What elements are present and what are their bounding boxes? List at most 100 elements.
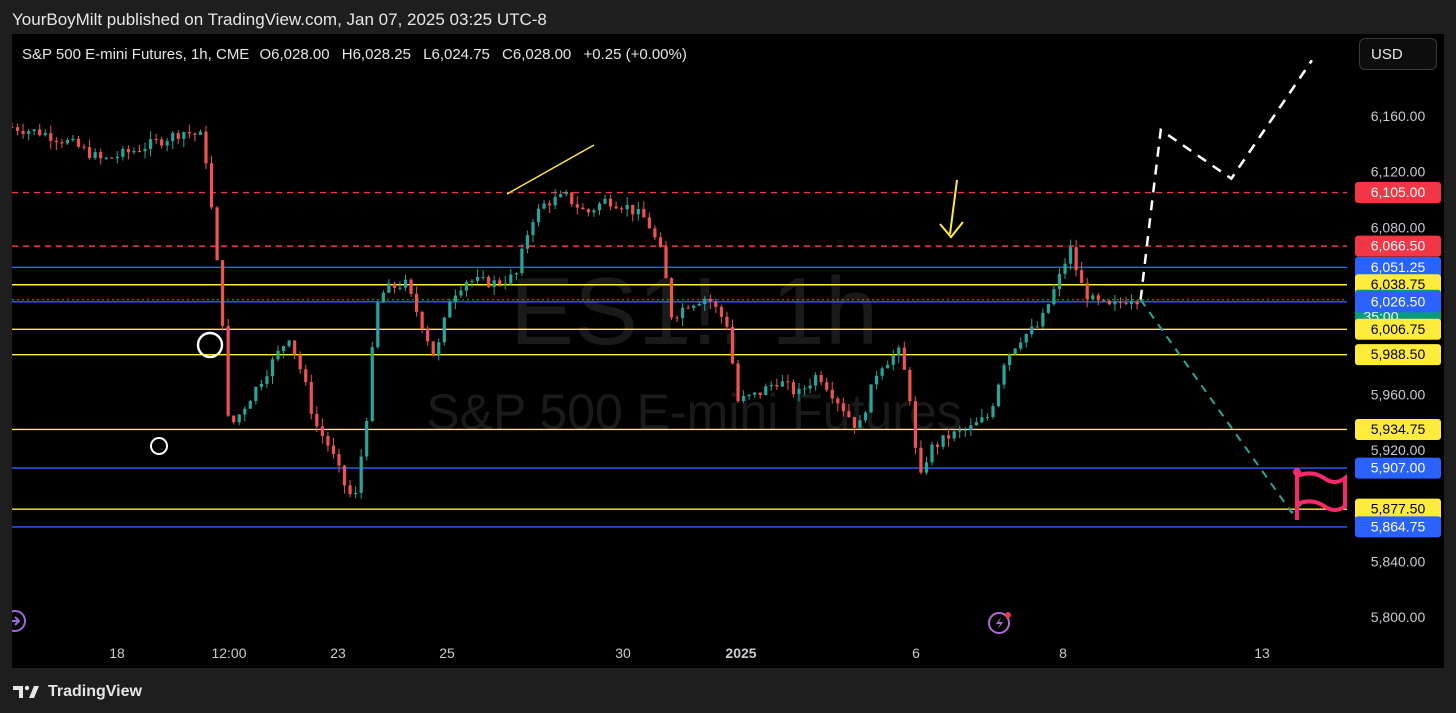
y-tick-label: 5,960.00: [1371, 386, 1426, 402]
price-label-text: 5,988.50: [1371, 346, 1426, 362]
candle-body: [259, 383, 264, 387]
x-tick-label: 8: [1059, 645, 1067, 661]
change-value: +0.25 (+0.00%): [583, 46, 687, 63]
tradingview-logo-icon: [13, 685, 39, 698]
close-value: 6,028.00: [512, 46, 572, 63]
candle-body: [741, 396, 746, 402]
candle-body: [542, 203, 546, 209]
candle-body: [658, 237, 663, 247]
candle-body: [985, 416, 990, 418]
candle-body: [209, 163, 214, 208]
candle-body: [586, 209, 590, 213]
candle-body: [669, 278, 674, 318]
x-tick-label: 23: [330, 645, 346, 661]
candle-body: [448, 302, 452, 318]
candle-body: [1008, 354, 1012, 366]
candle-body: [514, 273, 518, 275]
price-label-box[interactable]: [1355, 498, 1441, 520]
price-chart[interactable]: ES1!, 1h S&P 500 E-mini Futures 6,160.00 6…: [12, 34, 1444, 668]
price-label-box[interactable]: [1355, 516, 1441, 538]
price-label-text: 5,864.75: [1371, 518, 1426, 534]
projection-up-path[interactable]: [1139, 59, 1313, 300]
flag-icon[interactable]: [1295, 471, 1347, 512]
candle-body: [193, 133, 197, 135]
price-label-text: 6,066.50: [1371, 238, 1426, 254]
go-to-realtime-icon[interactable]: [12, 608, 28, 634]
candle-body: [1063, 263, 1067, 275]
candle-body: [1024, 334, 1028, 343]
price-label-box[interactable]: [1355, 256, 1441, 278]
candle-body: [487, 276, 491, 287]
candle-body: [104, 157, 108, 159]
candle-body: [780, 381, 784, 387]
candle-body: [270, 359, 275, 377]
alert-clock-icon[interactable]: [986, 608, 1014, 636]
high-circle-marker[interactable]: [196, 331, 224, 359]
candle-body: [830, 389, 834, 399]
candle-body: [182, 132, 186, 139]
candle-body: [359, 456, 363, 493]
candle-body: [996, 384, 1001, 407]
candle-body: [21, 131, 25, 134]
candle-body: [387, 283, 391, 293]
candle-body: [1019, 342, 1023, 349]
currency-button[interactable]: USD: [1359, 38, 1437, 70]
price-label-box[interactable]: [1355, 182, 1441, 204]
price-label-box[interactable]: [1355, 318, 1441, 340]
price-label-box[interactable]: [1355, 418, 1441, 440]
candle-body: [509, 274, 513, 284]
candle-body: [886, 364, 890, 369]
chart-panel[interactable]: ES1!, 1h S&P 500 E-mini Futures 6,160.00 6…: [12, 34, 1444, 668]
candle-body: [331, 445, 336, 455]
candle-body: [32, 129, 36, 132]
candle-body: [437, 342, 441, 356]
candle-body: [1124, 302, 1128, 304]
projection-down-path[interactable]: [1139, 299, 1308, 515]
candle-body: [49, 133, 53, 141]
candle-body: [38, 129, 42, 136]
candle-body: [293, 340, 297, 355]
candle-body: [365, 421, 369, 457]
candle-body: [304, 369, 308, 383]
candle-body: [12, 127, 14, 129]
candle-body: [154, 139, 158, 141]
low-value: 6,024.75: [431, 46, 490, 63]
candle-body: [603, 198, 607, 204]
price-label-text: 5,877.50: [1371, 501, 1426, 517]
candle-body: [597, 203, 602, 211]
low-circle-marker[interactable]: [150, 437, 168, 455]
candle-body: [348, 485, 352, 495]
candle-body: [99, 152, 103, 159]
price-label-box[interactable]: [1355, 457, 1441, 479]
price-label-box[interactable]: [1355, 344, 1441, 366]
candle-body: [786, 381, 790, 383]
candle-body: [520, 248, 524, 274]
open-key: O: [259, 46, 272, 63]
candle-body: [492, 280, 496, 287]
trendline-annotation[interactable]: [506, 144, 595, 195]
candle-body: [797, 388, 801, 395]
candle-body: [764, 386, 768, 396]
candle-body: [431, 341, 435, 356]
candle-body: [1030, 326, 1034, 335]
arrow-down-head[interactable]: [939, 221, 964, 239]
candle-body: [536, 208, 541, 223]
price-label-text: 6,051.25: [1371, 259, 1426, 275]
candle-body: [1091, 295, 1095, 300]
candle-body: [924, 462, 929, 473]
candle-body: [342, 465, 347, 486]
ohlc-legend: S&P 500 E-mini Futures, 1h, CME O6,028.0…: [22, 46, 695, 63]
candle-body: [93, 152, 97, 158]
candle-body: [65, 140, 70, 144]
candle-body: [625, 204, 629, 210]
price-label-box[interactable]: [1355, 235, 1441, 257]
candle-body: [620, 208, 624, 210]
candle-body: [758, 392, 762, 396]
watermark-symbol: ES1!, 1h: [510, 258, 878, 365]
candle-body: [941, 435, 945, 447]
candle-body: [686, 307, 690, 309]
candle-body: [697, 304, 701, 306]
price-label-box[interactable]: [1355, 291, 1441, 313]
arrow-down-shaft[interactable]: [949, 179, 958, 235]
candle-body: [1080, 270, 1084, 284]
